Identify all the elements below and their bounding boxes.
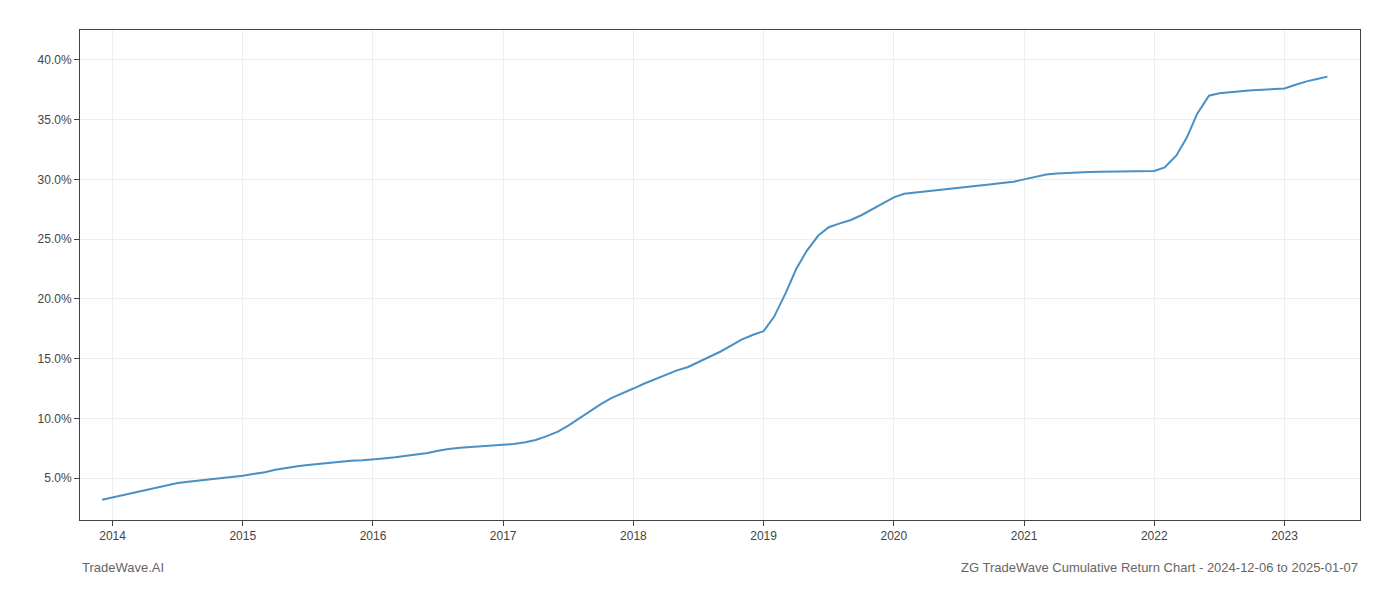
- svg-text:2017: 2017: [490, 529, 517, 543]
- svg-text:2022: 2022: [1141, 529, 1168, 543]
- svg-text:25.0%: 25.0%: [38, 232, 72, 246]
- svg-text:5.0%: 5.0%: [44, 471, 72, 485]
- svg-text:ZG TradeWave Cumulative Return: ZG TradeWave Cumulative Return Chart - 2…: [961, 560, 1358, 575]
- svg-text:30.0%: 30.0%: [38, 173, 72, 187]
- svg-text:2019: 2019: [750, 529, 777, 543]
- svg-text:2018: 2018: [620, 529, 647, 543]
- svg-text:20.0%: 20.0%: [38, 292, 72, 306]
- svg-text:TradeWave.AI: TradeWave.AI: [82, 560, 164, 575]
- svg-text:2015: 2015: [229, 529, 256, 543]
- svg-text:40.0%: 40.0%: [38, 53, 72, 67]
- svg-text:2014: 2014: [99, 529, 126, 543]
- svg-text:2021: 2021: [1011, 529, 1038, 543]
- svg-text:2023: 2023: [1271, 529, 1298, 543]
- svg-text:10.0%: 10.0%: [38, 412, 72, 426]
- svg-text:35.0%: 35.0%: [38, 113, 72, 127]
- svg-text:2016: 2016: [360, 529, 387, 543]
- svg-text:2020: 2020: [880, 529, 907, 543]
- svg-text:15.0%: 15.0%: [38, 352, 72, 366]
